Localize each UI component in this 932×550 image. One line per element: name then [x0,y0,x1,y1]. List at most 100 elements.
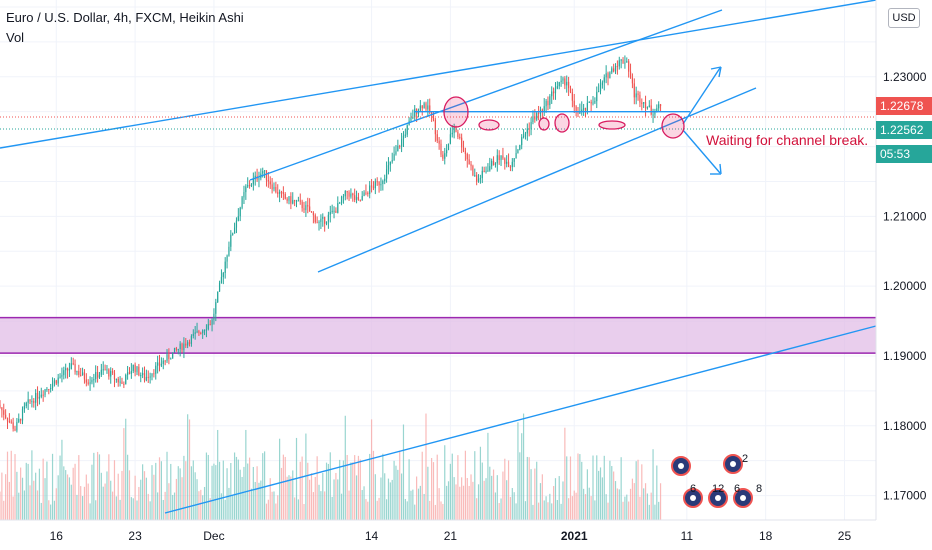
volume-bar [566,456,568,520]
price-tick-label: 1.21000 [883,209,927,223]
candle-body [372,186,375,189]
trend-lines[interactable] [0,0,877,514]
symbol-title[interactable]: Euro / U.S. Dollar, 4h, FXCM, Heikin Ash… [6,10,244,25]
volume-bar [556,500,558,520]
candle-body [192,333,194,336]
candle-body [562,78,564,81]
volume-bar [487,432,489,520]
candle-body [410,117,412,121]
candle-body [339,202,341,204]
candle-body [350,193,352,197]
candle-body [23,406,25,410]
time-axis[interactable] [0,520,932,550]
volume-bar [455,484,457,520]
candle-body [121,381,123,384]
volume-bar [83,486,86,520]
long-trend-line-upper [0,0,877,149]
chart-legend: Euro / U.S. Dollar, 4h, FXCM, Heikin Ash… [6,8,244,48]
candle-body [235,220,238,228]
candle-body [213,313,215,320]
candle-body [481,170,483,179]
candle-body [18,418,20,422]
candle-body [395,151,397,155]
volume-bar [646,493,649,520]
volume-bar [12,496,14,520]
candle-body [346,190,348,193]
volume-bar [584,494,587,520]
volume-label[interactable]: Vol [6,30,25,45]
candle-body [31,401,33,403]
volume-bar [363,486,365,520]
time-tick-label: 16 [50,529,64,543]
candle-body [629,71,632,78]
volume-bar [496,475,498,520]
candle-body [337,203,339,213]
candle-body [247,185,249,187]
candle-body [89,382,91,384]
event-count-badge: 12 [712,483,724,495]
candle-body [556,86,558,89]
volume-bar [517,422,519,520]
volume-bar [42,458,44,520]
candle-body [620,59,622,61]
candle-body [115,378,117,380]
volume-bar [125,418,127,520]
volume-bar [539,483,542,520]
price-tick-label: 1.19000 [883,349,927,363]
candle-body [569,88,572,93]
volume-bar [65,470,67,520]
event-badges[interactable]: 6 12 6 8 2 [671,453,762,508]
volume-bar [185,461,187,520]
candle-body [340,196,343,203]
candle-body [659,104,662,107]
volume-bar [115,496,117,520]
candle-body [310,211,313,213]
volume-bar [624,496,626,520]
volume-bar [596,455,598,520]
currency-button[interactable]: USD [888,8,920,28]
candle-body [592,102,594,104]
candle-body [511,161,513,168]
candle-body [224,261,226,273]
candle-body [631,77,634,84]
candle-body [307,205,309,207]
volume-bar [183,455,185,520]
volume-bar [282,454,284,520]
candle-body [590,101,592,104]
volume-bar [121,470,123,520]
volume-bar [434,504,436,520]
candle-body [220,277,223,283]
price-axis[interactable] [876,0,932,520]
candle-body [83,372,86,380]
candle-body [80,374,82,376]
candle-body [218,282,221,292]
candle-body [564,78,566,86]
candle-body [168,354,170,359]
volume-bar [269,478,271,520]
candle-body [59,376,61,378]
candle-body [352,193,354,196]
candle-body [397,145,399,152]
volume-bar [400,473,403,520]
candle-body [635,93,637,98]
candle-body [290,196,292,204]
candle-body [14,428,16,431]
volume-bar [230,463,232,520]
breakout-up-arrow [682,67,721,125]
volume-bar [511,487,513,520]
volume-bar [31,450,33,520]
price-axis-labels: 1.17000 1.18000 1.19000 1.20000 1.21000 1.230… [883,70,927,503]
volume-bar [147,493,149,520]
volume-bar [603,455,605,520]
candle-body [70,363,72,370]
time-tick-label: 11 [681,529,694,543]
candle-body [50,387,52,390]
volume-bar [85,474,87,520]
volume-bar [142,464,144,520]
candle-body [136,366,138,373]
volume-bar [284,456,286,520]
volume-bar [564,427,566,520]
volume-bar [324,491,326,520]
channel-break-annotation[interactable]: Waiting for channel break. [706,132,869,148]
